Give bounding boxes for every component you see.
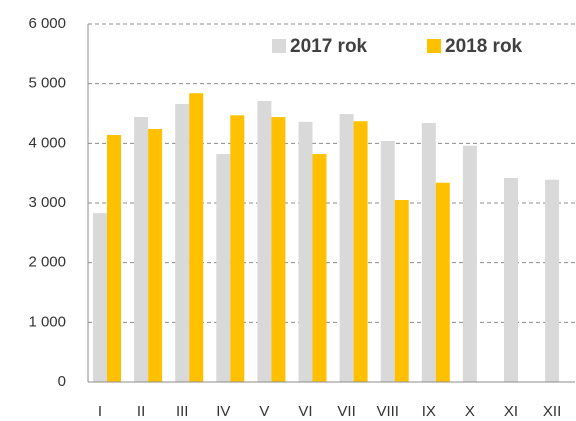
bar <box>271 117 286 382</box>
bar <box>339 114 354 382</box>
y-tick-label: 1 000 <box>28 313 66 330</box>
bar <box>93 213 107 382</box>
bar <box>504 177 518 382</box>
x-tick-label: VII <box>337 403 355 420</box>
x-tick-label: XI <box>504 403 518 420</box>
bar <box>353 121 368 383</box>
x-tick-label: XII <box>543 403 561 420</box>
x-tick-label: IV <box>216 403 230 420</box>
y-tick-label: 4 000 <box>28 134 66 151</box>
bar <box>462 145 477 382</box>
y-tick-label: 3 000 <box>28 194 66 211</box>
bar <box>134 117 149 382</box>
bar <box>298 121 313 382</box>
y-tick-label: 5 000 <box>28 75 66 92</box>
bar <box>545 179 560 382</box>
x-tick-label: V <box>259 403 269 420</box>
y-tick-label: 2 000 <box>28 254 66 271</box>
bar <box>312 154 327 382</box>
x-tick-label: II <box>137 403 145 420</box>
x-tick-label: X <box>465 403 475 420</box>
x-tick-label: III <box>176 403 189 420</box>
x-tick-label: IX <box>422 403 436 420</box>
y-tick-label: 0 <box>58 373 66 390</box>
bar <box>380 140 395 382</box>
bar <box>148 129 163 382</box>
legend-swatch <box>272 39 286 53</box>
legend-label: 2017 rok <box>290 36 368 57</box>
x-tick-label: VI <box>298 403 312 420</box>
bar <box>107 134 121 382</box>
bar <box>435 182 450 382</box>
bar <box>175 103 190 382</box>
legend-label: 2018 rok <box>445 36 523 57</box>
bar <box>394 200 409 382</box>
legend-swatch <box>427 39 441 53</box>
bar <box>216 154 231 382</box>
bar <box>421 123 436 383</box>
x-tick-label: VIII <box>376 403 399 420</box>
bar <box>230 115 245 382</box>
bar <box>189 93 204 383</box>
y-tick-label: 6 000 <box>28 15 66 32</box>
x-tick-label: I <box>98 403 102 420</box>
bar <box>257 100 272 382</box>
